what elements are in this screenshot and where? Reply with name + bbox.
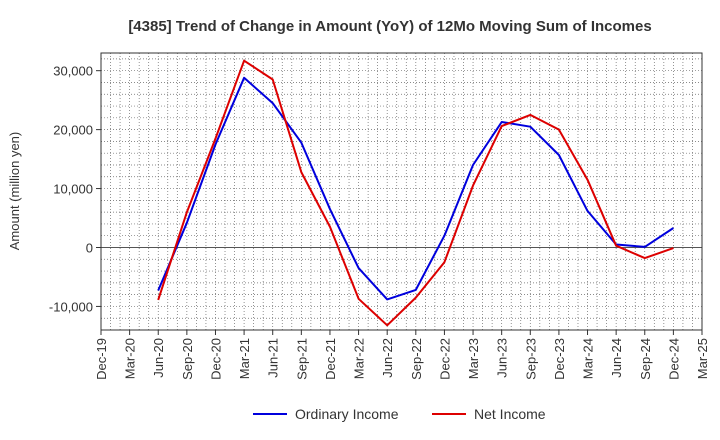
- x-tick-label: Mar-25: [695, 338, 710, 379]
- x-tick-label: Mar-20: [123, 338, 138, 379]
- series-line-net-income: [157, 59, 674, 327]
- x-tick-label: Sep-23: [523, 338, 538, 380]
- x-tick-label: Mar-21: [237, 338, 252, 379]
- y-axis-label: Amount (million yen): [7, 132, 22, 251]
- x-tick-label: Jun-21: [266, 338, 281, 378]
- plot-background: [101, 53, 702, 330]
- x-tick-label: Jun-22: [380, 338, 395, 378]
- x-tick-label: Sep-20: [180, 338, 195, 380]
- chart-title: [4385] Trend of Change in Amount (YoY) o…: [128, 18, 651, 35]
- x-tick-label: Sep-24: [638, 338, 653, 380]
- x-tick-label: Sep-22: [409, 338, 424, 380]
- y-tick-label: 10,000: [53, 182, 93, 197]
- x-tick-label: Sep-21: [294, 338, 309, 380]
- x-tick-label: Dec-19: [94, 338, 109, 380]
- x-tick-label: Dec-21: [323, 338, 338, 380]
- y-tick-label: 20,000: [53, 123, 93, 138]
- x-tick-label: Jun-23: [495, 338, 510, 378]
- y-tick-label: 30,000: [53, 64, 93, 79]
- x-tick-label: Dec-24: [666, 338, 681, 380]
- x-tick-label: Mar-22: [352, 338, 367, 379]
- y-tick-label: -10,000: [49, 299, 93, 314]
- plot-area: -10,000 0 10,000 20,000 30,000 Dec-19 Mar-20 Ju…: [49, 52, 710, 380]
- x-tick-label: Jun-20: [151, 338, 166, 378]
- legend-label: Ordinary Income: [295, 406, 399, 422]
- x-tick-label: Jun-24: [609, 338, 624, 378]
- legend-label: Net Income: [474, 406, 546, 422]
- y-tick-label: 0: [86, 240, 93, 255]
- legend: Ordinary Income Net Income: [253, 406, 546, 422]
- series-line-ordinary-income: [157, 76, 674, 301]
- x-tick-label: Mar-23: [466, 338, 481, 379]
- plot-frame: [100, 52, 703, 331]
- x-tick-label: Dec-22: [437, 338, 452, 380]
- x-tick-label: Dec-23: [552, 338, 567, 380]
- x-tick-label: Dec-20: [208, 338, 223, 380]
- x-tick-label: Mar-24: [581, 338, 596, 379]
